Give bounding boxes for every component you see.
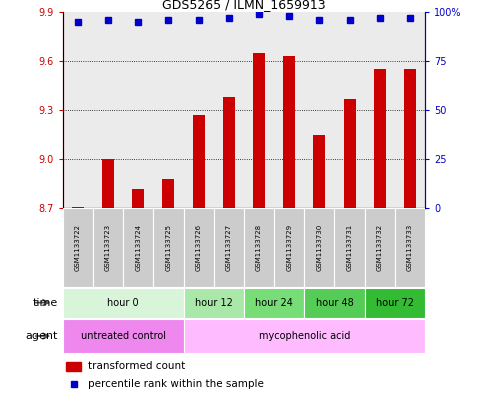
Text: GSM1133731: GSM1133731 — [347, 224, 353, 271]
Bar — [404, 69, 416, 208]
Bar — [162, 179, 174, 208]
Bar — [365, 288, 425, 318]
Bar — [63, 12, 93, 208]
Bar — [304, 288, 365, 318]
Text: hour 48: hour 48 — [315, 298, 354, 308]
Bar — [365, 208, 395, 287]
Bar — [184, 12, 213, 208]
Bar — [253, 53, 265, 208]
Bar — [244, 208, 274, 287]
Text: percentile rank within the sample: percentile rank within the sample — [88, 379, 264, 389]
Bar — [93, 12, 123, 208]
Text: untreated control: untreated control — [81, 331, 166, 341]
Bar — [343, 99, 355, 208]
Bar — [72, 207, 84, 208]
Bar — [304, 12, 334, 208]
Bar — [365, 12, 395, 208]
Bar — [184, 288, 244, 318]
Bar — [102, 159, 114, 208]
Bar — [63, 208, 93, 287]
Text: hour 24: hour 24 — [255, 298, 293, 308]
Bar — [213, 208, 244, 287]
Text: GSM1133723: GSM1133723 — [105, 224, 111, 271]
Bar — [193, 115, 205, 208]
Bar — [274, 208, 304, 287]
Text: GSM1133722: GSM1133722 — [75, 224, 81, 271]
Text: hour 12: hour 12 — [195, 298, 233, 308]
Bar — [63, 288, 184, 318]
Text: mycophenolic acid: mycophenolic acid — [258, 331, 350, 341]
Title: GDS5265 / ILMN_1659913: GDS5265 / ILMN_1659913 — [162, 0, 326, 11]
Bar — [395, 208, 425, 287]
Bar — [184, 319, 425, 353]
Bar — [313, 134, 326, 208]
Text: time: time — [33, 298, 58, 308]
Bar — [154, 208, 184, 287]
Bar — [63, 319, 184, 353]
Bar — [395, 12, 425, 208]
Bar — [283, 56, 295, 208]
Text: hour 0: hour 0 — [107, 298, 139, 308]
Bar — [67, 362, 81, 371]
Text: GSM1133726: GSM1133726 — [196, 224, 201, 271]
Bar — [244, 12, 274, 208]
Bar — [223, 97, 235, 208]
Bar — [132, 189, 144, 208]
Text: hour 72: hour 72 — [376, 298, 414, 308]
Text: GSM1133725: GSM1133725 — [166, 224, 171, 271]
Text: GSM1133729: GSM1133729 — [286, 224, 292, 271]
Bar — [244, 288, 304, 318]
Text: GSM1133730: GSM1133730 — [316, 224, 322, 271]
Bar — [184, 208, 213, 287]
Text: GSM1133728: GSM1133728 — [256, 224, 262, 271]
Bar — [123, 12, 154, 208]
Bar — [123, 208, 154, 287]
Text: GSM1133727: GSM1133727 — [226, 224, 232, 271]
Text: GSM1133724: GSM1133724 — [135, 224, 141, 271]
Text: GSM1133733: GSM1133733 — [407, 224, 413, 271]
Bar — [374, 69, 386, 208]
Bar — [334, 12, 365, 208]
Bar — [304, 208, 334, 287]
Bar — [213, 12, 244, 208]
Bar — [334, 208, 365, 287]
Bar — [93, 208, 123, 287]
Bar — [274, 12, 304, 208]
Text: GSM1133732: GSM1133732 — [377, 224, 383, 271]
Bar — [154, 12, 184, 208]
Text: transformed count: transformed count — [88, 362, 185, 371]
Text: agent: agent — [26, 331, 58, 341]
